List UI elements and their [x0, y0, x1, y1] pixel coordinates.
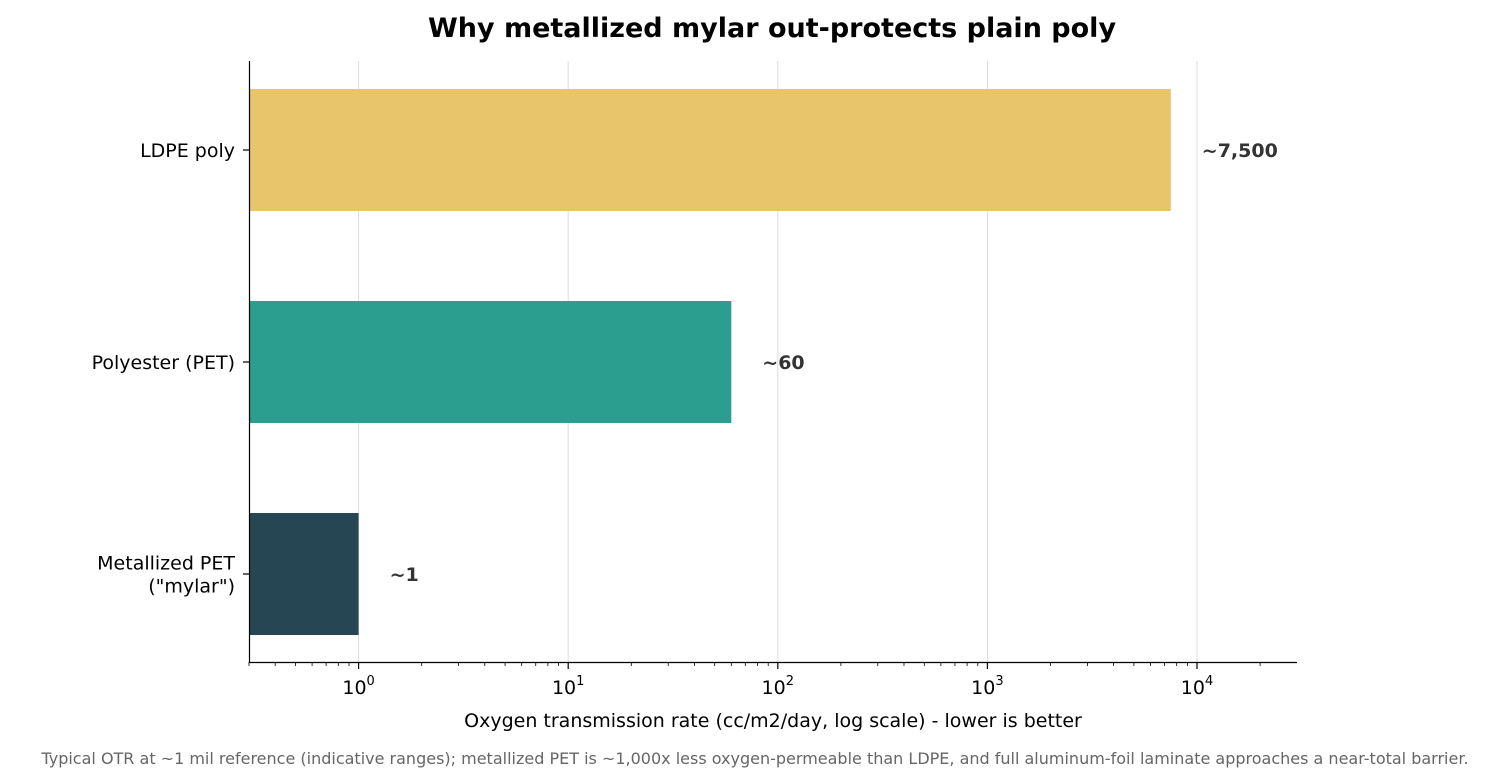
value-labels: ~7,500 ~60 ~1: [390, 140, 1278, 586]
chart-title: Why metallized mylar out-protects plain …: [428, 13, 1117, 44]
bar: [249, 513, 359, 635]
footnote: Typical OTR at ~1 mil reference (indicat…: [40, 749, 1468, 768]
axes: [248, 61, 1297, 664]
x-ticks: 100 101 102 103 104: [248, 662, 1261, 699]
x-tick-label: 102: [762, 674, 794, 699]
x-axis-title: Oxygen transmission rate (cc/m2/day, log…: [464, 710, 1082, 732]
bars: [249, 89, 1171, 635]
category-label: Polyester (PET): [92, 352, 235, 374]
category-label: Metallized PET: [97, 553, 235, 575]
x-tick-label: 100: [342, 674, 374, 699]
x-tick-label: 104: [1181, 674, 1213, 699]
bar: [249, 301, 732, 423]
value-label: ~60: [762, 352, 804, 374]
bar: [249, 89, 1171, 211]
category-label: ("mylar"): [148, 576, 235, 598]
x-tick-label: 103: [971, 674, 1003, 699]
value-label: ~1: [390, 564, 419, 586]
y-category-labels: LDPE poly Polyester (PET) Metallized PET("…: [92, 140, 249, 598]
x-tick-label: 101: [552, 674, 584, 699]
category-label: LDPE poly: [140, 140, 235, 162]
value-label: ~7,500: [1202, 140, 1278, 162]
